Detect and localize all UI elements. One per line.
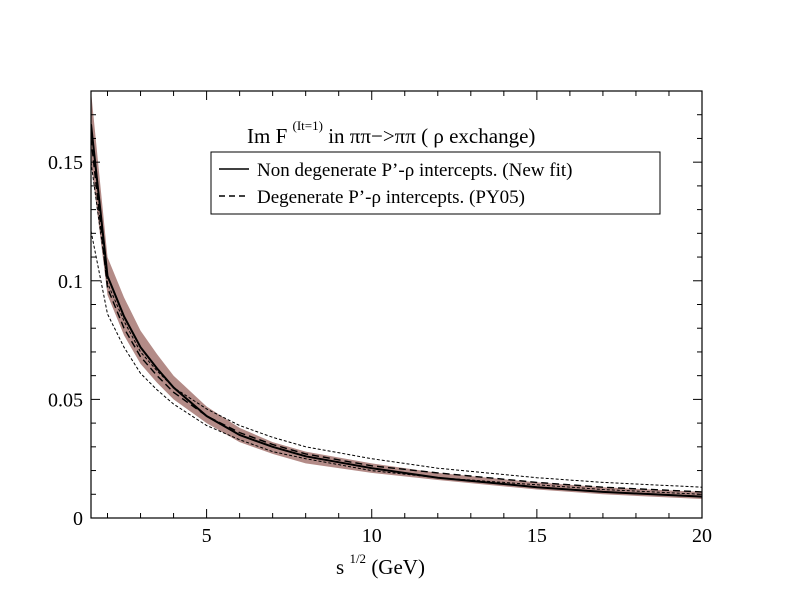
- x-tick-label: 5: [202, 525, 212, 547]
- title-superscript: (It=1): [293, 118, 323, 133]
- title-suffix: in ππ−>ππ ( ρ exchange): [328, 124, 535, 148]
- x-tick-label: 20: [692, 525, 712, 547]
- legend-box: [210, 151, 661, 215]
- series-py05-bound-2: [91, 230, 702, 495]
- y-tick-label: 0.1: [58, 271, 83, 293]
- x-tick-label: 10: [362, 525, 382, 547]
- series-py05: [91, 138, 702, 493]
- y-tick-label: 0.05: [48, 389, 83, 411]
- series-py05-bound-1: [91, 162, 702, 488]
- legend-label-py05: Degenerate P’-ρ intercepts. (PY05): [257, 187, 525, 208]
- legend-label-new-fit: Non degenerate P’-ρ intercepts. (New fit…: [257, 160, 572, 181]
- x-axis-base: s: [336, 555, 344, 579]
- title-text: Im F (It=1) in ππ−>ππ ( ρ exchange): [247, 111, 535, 148]
- legend: Non degenerate P’-ρ intercepts. (New fit…: [210, 151, 661, 215]
- x-axis-superscript: 1/2: [349, 551, 366, 566]
- chart-title: Im F (It=1) in ππ−>ππ ( ρ exchange): [247, 111, 535, 148]
- series-group: [91, 91, 702, 499]
- title-prefix: Im F: [247, 124, 287, 148]
- plot-area: [91, 91, 702, 499]
- y-tick-label: 0: [73, 508, 83, 530]
- x-axis-suffix: (GeV): [371, 555, 425, 579]
- series-new-fit: [91, 124, 702, 498]
- x-tick-label: 15: [527, 525, 547, 547]
- axes: 5 10 15 20 0 0.05 0.1 0.15: [48, 90, 712, 547]
- x-axis-title: s 1/2 (GeV): [336, 544, 425, 579]
- x-axis-title-text: s 1/2 (GeV): [336, 544, 425, 579]
- y-tick-label: 0.15: [48, 152, 83, 174]
